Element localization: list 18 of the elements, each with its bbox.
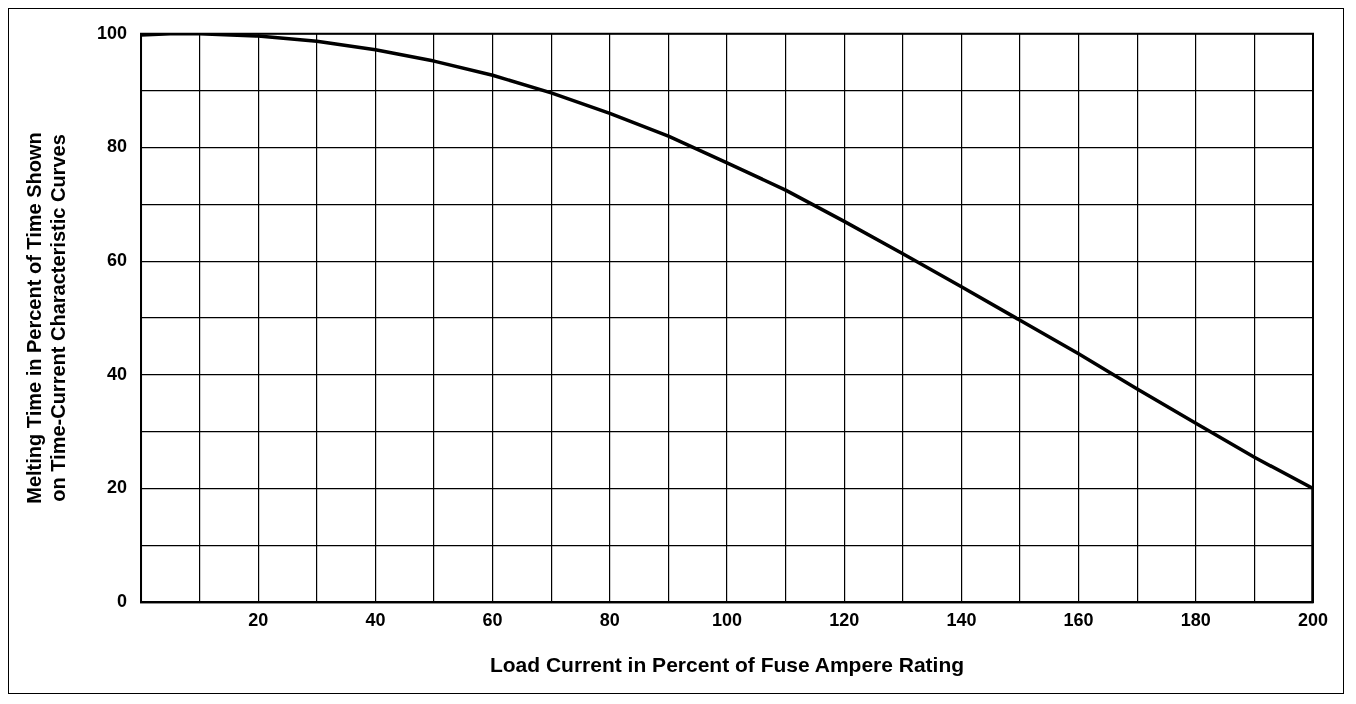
y-tick-label: 20 <box>107 477 128 498</box>
x-axis-title: Load Current in Percent of Fuse Ampere Rating <box>489 653 965 677</box>
y-tick-label: 100 <box>96 22 128 43</box>
x-tick-label: 20 <box>248 609 269 630</box>
x-tick-label: 140 <box>946 609 977 630</box>
x-tick-label: 80 <box>599 609 620 630</box>
x-tick-label: 40 <box>365 609 386 630</box>
y-tick-label: 0 <box>117 591 128 612</box>
x-tick-label: 120 <box>829 609 860 630</box>
y-tick-label: 60 <box>107 250 128 271</box>
x-tick-label: 180 <box>1180 609 1211 630</box>
x-tick-label: 60 <box>482 609 503 630</box>
x-tick-label: 160 <box>1063 609 1094 630</box>
x-tick-label: 200 <box>1297 609 1329 630</box>
y-tick-label: 40 <box>107 363 128 384</box>
y-tick-label: 80 <box>107 136 128 157</box>
y-axis-title: Melting Time in Percent of Time Shown on Time-Current Characteristic Curves <box>22 132 69 504</box>
x-tick-label: 100 <box>711 609 743 630</box>
